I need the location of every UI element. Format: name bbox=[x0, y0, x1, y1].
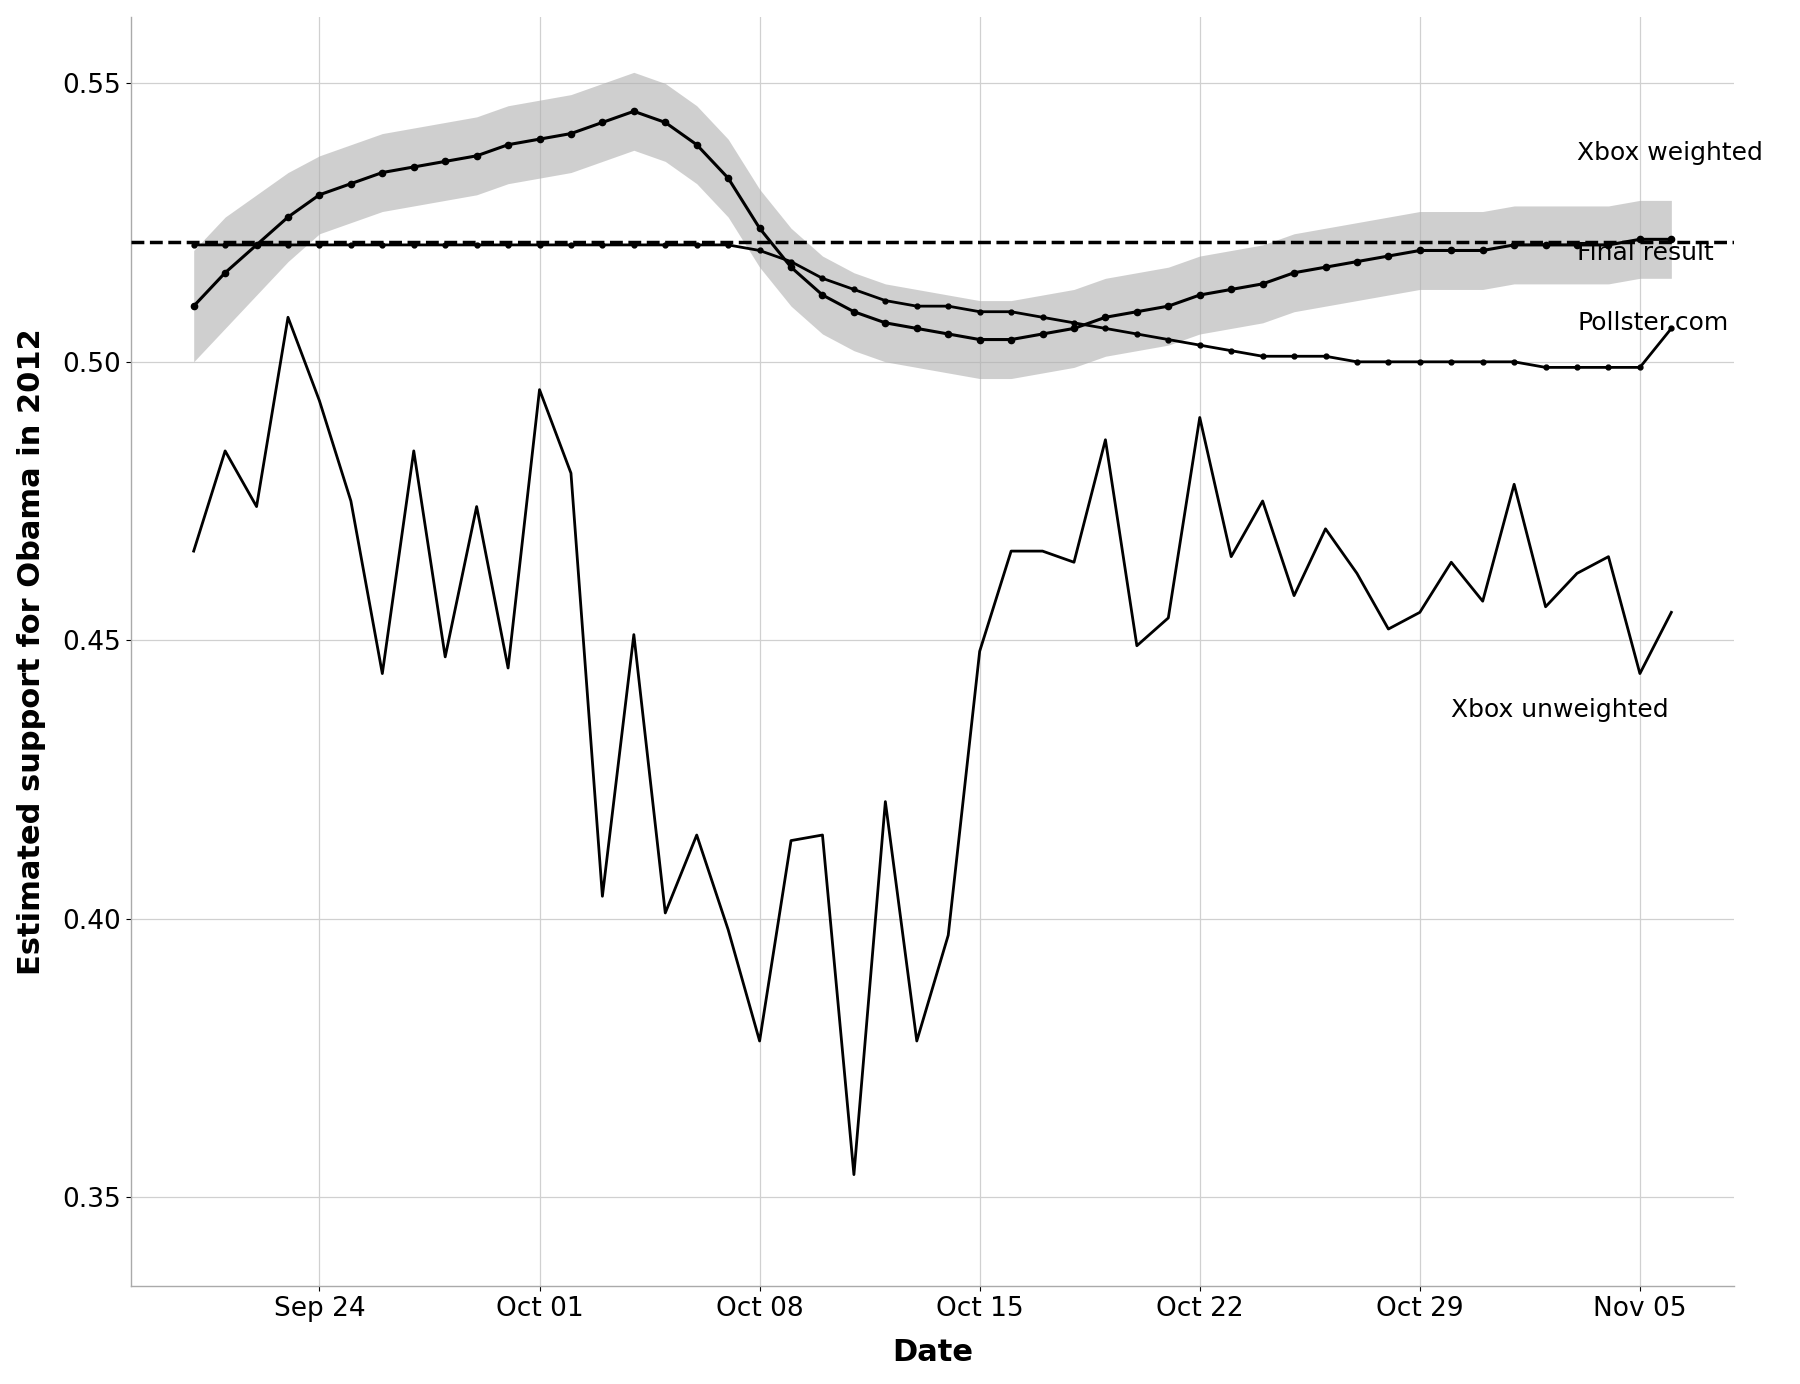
Text: Xbox unweighted: Xbox unweighted bbox=[1451, 698, 1669, 722]
Text: Final result: Final result bbox=[1577, 241, 1714, 266]
X-axis label: Date: Date bbox=[893, 1338, 974, 1367]
Text: Xbox weighted: Xbox weighted bbox=[1577, 141, 1762, 165]
Text: Pollster.com: Pollster.com bbox=[1577, 311, 1728, 335]
Y-axis label: Estimated support for Obama in 2012: Estimated support for Obama in 2012 bbox=[16, 328, 45, 974]
